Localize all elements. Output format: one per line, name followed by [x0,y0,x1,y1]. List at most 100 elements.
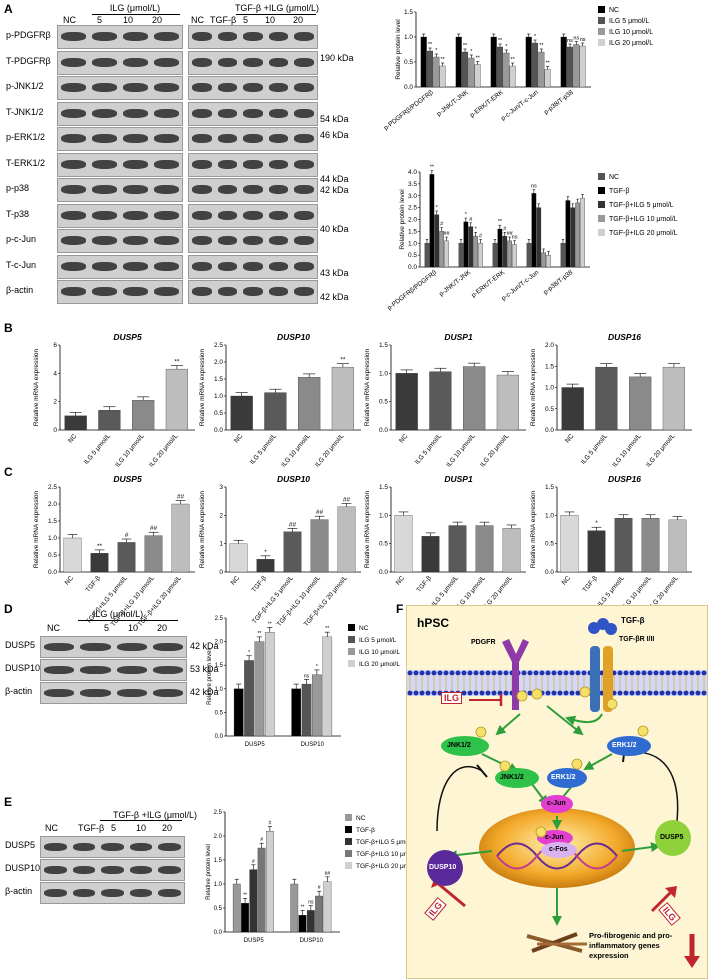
legend-label: ILG 20 μmol/L [359,661,400,668]
chart-text: DUSP16 [608,474,641,484]
bar [573,44,580,88]
cjun-label: c-Jun [547,800,566,807]
chart-text: ns [512,235,518,241]
chart-text: 1.0 [545,512,554,519]
chart-text: p-JNK/T-JNK [438,269,473,298]
bar [455,36,462,88]
chart-text: DUSP10 [277,332,310,342]
bar [463,366,486,431]
chart-text: 3.0 [408,193,417,200]
chart-text: TGF-β [416,575,434,594]
bar [301,683,312,737]
erk-label: ERK1/2 [612,742,637,749]
bar [117,542,136,573]
dusp10-label: DUSP10 [429,864,457,871]
legend-swatch [345,850,352,857]
chart-text: 1.5 [214,376,223,383]
legend-swatch [598,215,605,222]
legend-swatch [345,838,352,845]
chart-text: 0.5 [214,906,223,912]
chart-text: 1.0 [545,385,554,392]
bar [668,519,687,573]
chart-text: DUSP10 [300,938,324,944]
legend-label: TGF-β+ILG 5 μmol/L [356,839,416,846]
bar [468,57,475,88]
chart-text: * [470,49,473,55]
chart-text: ns [573,36,579,42]
bar [526,243,532,268]
legend-swatch [345,826,352,833]
blot-a2-kda-6: 43 kDa [320,268,349,278]
chart-text: 0.0 [545,569,554,576]
bar [424,243,430,268]
chart-text: ILG 10 μmol/L [445,432,477,468]
chart-A-bottom: 0.0 0.5 1.0 1.5 2.0 2.5 3.0 3.5 4.0 Relative prot… [386,165,677,312]
chart-B4: 0.0 0.5 1.0 1.5 2.0 Relative mRNA expression D… [530,332,692,469]
legend-label: NC [609,174,619,181]
chart-text: 2.5 [214,810,223,816]
bar [502,528,521,573]
chart-text: 1.5 [379,484,388,491]
bar [63,537,82,573]
blot-a2-kda-3: 44 kDa [320,174,349,184]
bar [144,535,163,573]
chart-text: ** [325,626,329,632]
bar [579,45,586,88]
blot-strip [57,203,183,228]
bar [298,377,321,431]
bar [560,36,567,88]
chart-B2: 0.0 0.5 1.0 1.5 2.0 2.5 Relative mRNA expressi… [199,332,361,469]
bar [478,243,483,268]
blot-row-label: T-p38 [6,208,30,219]
bar [512,244,517,268]
cfos-label: c-Fos [549,846,568,853]
blot-a1-dose-5: 5 [97,15,103,25]
chart-text: ns [531,184,537,190]
chart-text: 3 [219,484,223,491]
bar [394,515,413,573]
blot-row-label: DUSP10 [5,663,41,673]
chart-text: DUSP10 [301,742,325,748]
legend-swatch [598,187,605,194]
blot-a1-dose-10: 10 [123,15,134,25]
bar [331,366,354,431]
chart-text: 1.0 [214,882,223,888]
bar [546,254,551,268]
legend-label: NC [359,625,369,632]
chart-text: p-p38/T-p38 [542,269,574,296]
chart-text: DUSP5 [245,742,266,748]
chart-text: DUSP5 [244,938,265,944]
chart-text: ## [150,525,158,532]
bar [496,374,519,431]
chart-text: Relative mRNA expression [364,490,371,568]
bar [427,50,434,88]
chart-text: p-ERK/T-ERK [470,269,506,300]
blot-a2-kda-0: 190 kDa [320,53,354,63]
blot-strip [40,659,187,681]
legend-swatch [345,862,352,869]
erk-oval-active [547,768,587,788]
chart-text: NC [564,433,576,445]
chart-text: ** [498,219,503,225]
chart-text: DUSP5 [113,474,142,484]
chart-text: TGF-β [582,575,600,594]
chart-text: 1.0 [379,370,388,377]
blot-a2-kda-7: 42 kDa [320,292,349,302]
blot-e-group: TGF-β +ILG (μmol/L) [112,810,198,820]
bar [233,688,244,737]
chart-text: * [465,212,468,218]
bar [473,235,479,268]
chart-text: ** [440,57,445,63]
blot-strip [57,280,183,304]
blot-a1-group: ILG (μmol/L) [109,3,161,13]
chart-text: 0.0 [404,84,413,91]
chart-text: NC [561,575,573,587]
bar [531,193,537,268]
chart-text: NC [67,433,79,445]
chart-text: * [475,226,478,232]
legend-swatch [598,17,605,24]
chart-text: # [252,859,255,865]
blot-strip [57,254,183,279]
chart-text: 1.0 [404,34,413,41]
